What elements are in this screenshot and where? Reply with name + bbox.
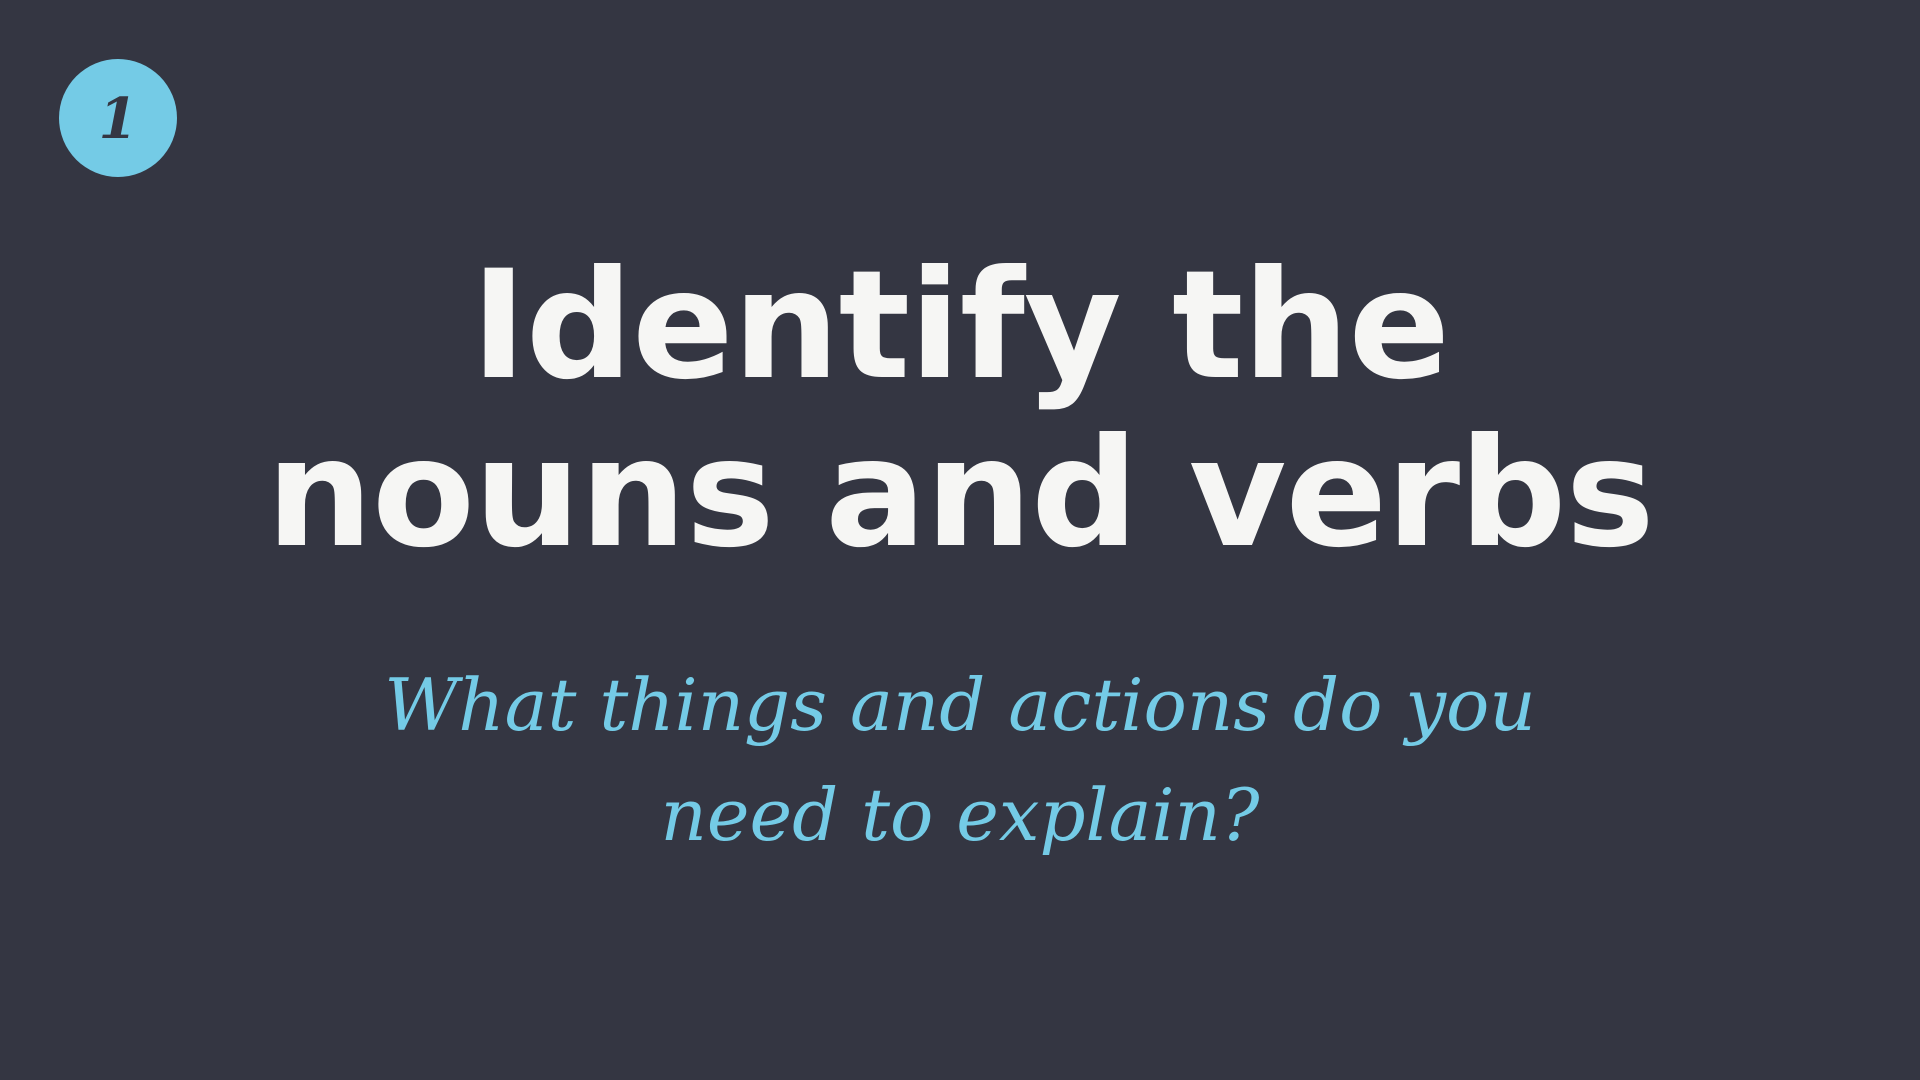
slide-subtitle-line-1: What things and actions do you [384, 663, 1536, 747]
step-number: 1 [98, 86, 138, 152]
slide-title-line-2: nouns and verbs [266, 407, 1655, 581]
slide-title: Identify the nouns and verbs [0, 242, 1920, 578]
slide-title-line-1: Identify the [470, 239, 1450, 413]
slide-subtitle-line-2: need to explain? [660, 773, 1260, 857]
slide-subtitle: What things and actions do you need to e… [0, 650, 1920, 870]
step-number-badge: 1 [59, 59, 177, 177]
